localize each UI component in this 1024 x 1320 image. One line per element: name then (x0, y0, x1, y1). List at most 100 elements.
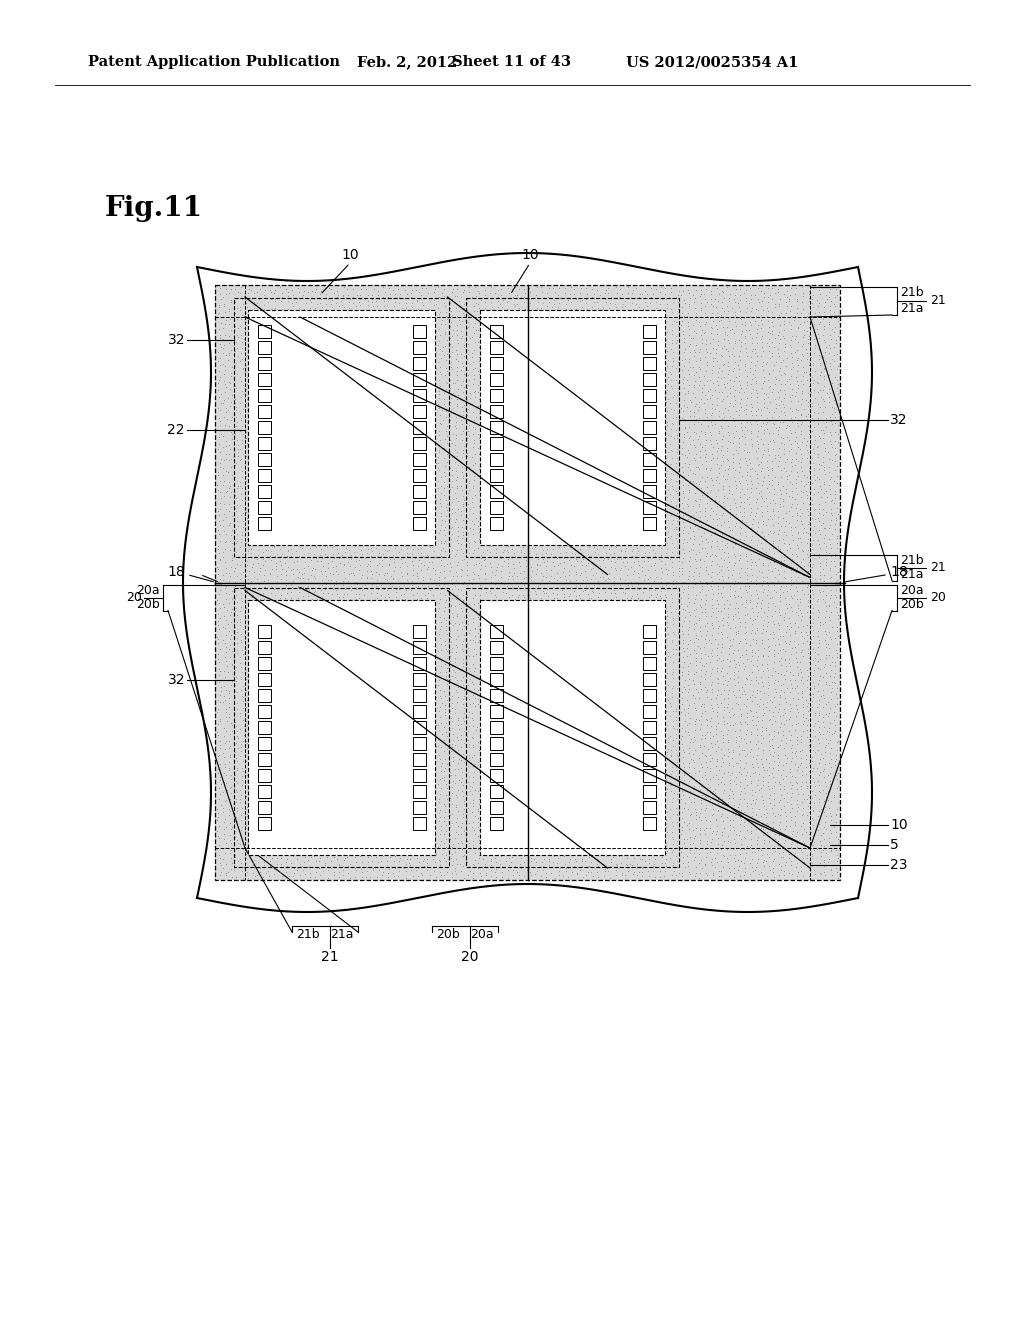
Point (801, 354, 817, 375)
Point (743, 482, 760, 503)
Point (494, 756, 510, 777)
Point (266, 491, 283, 512)
Point (620, 739, 636, 760)
Point (642, 738, 658, 759)
Point (645, 463, 662, 484)
Point (648, 450, 665, 471)
Bar (257, 657, 270, 671)
Point (829, 569, 846, 590)
Point (739, 550, 756, 572)
Point (494, 664, 510, 685)
Point (621, 636, 637, 657)
Point (267, 645, 284, 667)
Point (227, 671, 244, 692)
Point (716, 817, 732, 838)
Point (538, 543, 554, 564)
Point (618, 564, 635, 585)
Point (540, 525, 556, 546)
Point (233, 797, 250, 818)
Point (211, 816, 227, 837)
Point (244, 416, 260, 437)
Point (665, 479, 681, 500)
Point (337, 578, 353, 599)
Point (784, 734, 801, 755)
Point (813, 846, 829, 867)
Point (443, 351, 460, 372)
Point (824, 413, 841, 434)
Point (238, 428, 254, 449)
Point (334, 734, 350, 755)
Point (447, 487, 464, 508)
Point (308, 432, 325, 453)
Point (241, 747, 257, 768)
Point (247, 331, 263, 352)
Point (636, 684, 652, 705)
Point (362, 529, 379, 550)
Point (775, 444, 792, 465)
Point (829, 605, 846, 626)
Point (669, 511, 685, 532)
Point (384, 426, 400, 447)
Point (777, 632, 794, 653)
Point (522, 428, 539, 449)
Point (665, 561, 681, 582)
Point (690, 541, 707, 562)
Point (826, 751, 843, 772)
Point (266, 279, 283, 300)
Point (484, 590, 501, 611)
Point (786, 623, 803, 644)
Point (218, 865, 234, 886)
Point (224, 664, 241, 685)
Point (512, 463, 528, 484)
Point (539, 758, 555, 779)
Point (454, 549, 470, 570)
Point (625, 766, 641, 787)
Point (590, 422, 606, 444)
Point (446, 758, 463, 779)
Point (375, 405, 391, 426)
Point (408, 577, 424, 598)
Point (756, 371, 772, 392)
Point (512, 729, 528, 750)
Point (306, 727, 323, 748)
Point (793, 421, 809, 442)
Point (232, 574, 249, 595)
Point (641, 375, 657, 396)
Point (515, 760, 531, 781)
Point (251, 466, 267, 487)
Point (488, 730, 505, 751)
Point (726, 858, 742, 879)
Point (408, 606, 424, 627)
Point (410, 434, 426, 455)
Point (364, 334, 380, 355)
Point (496, 550, 512, 572)
Point (806, 401, 822, 422)
Point (642, 727, 658, 748)
Point (436, 293, 453, 314)
Point (438, 506, 455, 527)
Point (600, 820, 616, 841)
Point (790, 833, 806, 854)
Point (601, 748, 617, 770)
Point (600, 762, 616, 783)
Point (674, 801, 690, 822)
Point (681, 771, 697, 792)
Point (793, 651, 809, 672)
Point (626, 326, 642, 347)
Point (313, 741, 330, 762)
Point (771, 293, 787, 314)
Point (387, 537, 403, 558)
Point (459, 428, 475, 449)
Point (284, 800, 300, 821)
Point (671, 843, 687, 865)
Point (221, 475, 238, 496)
Point (475, 502, 492, 523)
Point (372, 609, 388, 630)
Point (691, 616, 708, 638)
Point (601, 305, 617, 326)
Point (437, 857, 454, 878)
Point (232, 647, 249, 668)
Point (738, 579, 755, 601)
Point (286, 748, 302, 770)
Point (339, 676, 355, 697)
